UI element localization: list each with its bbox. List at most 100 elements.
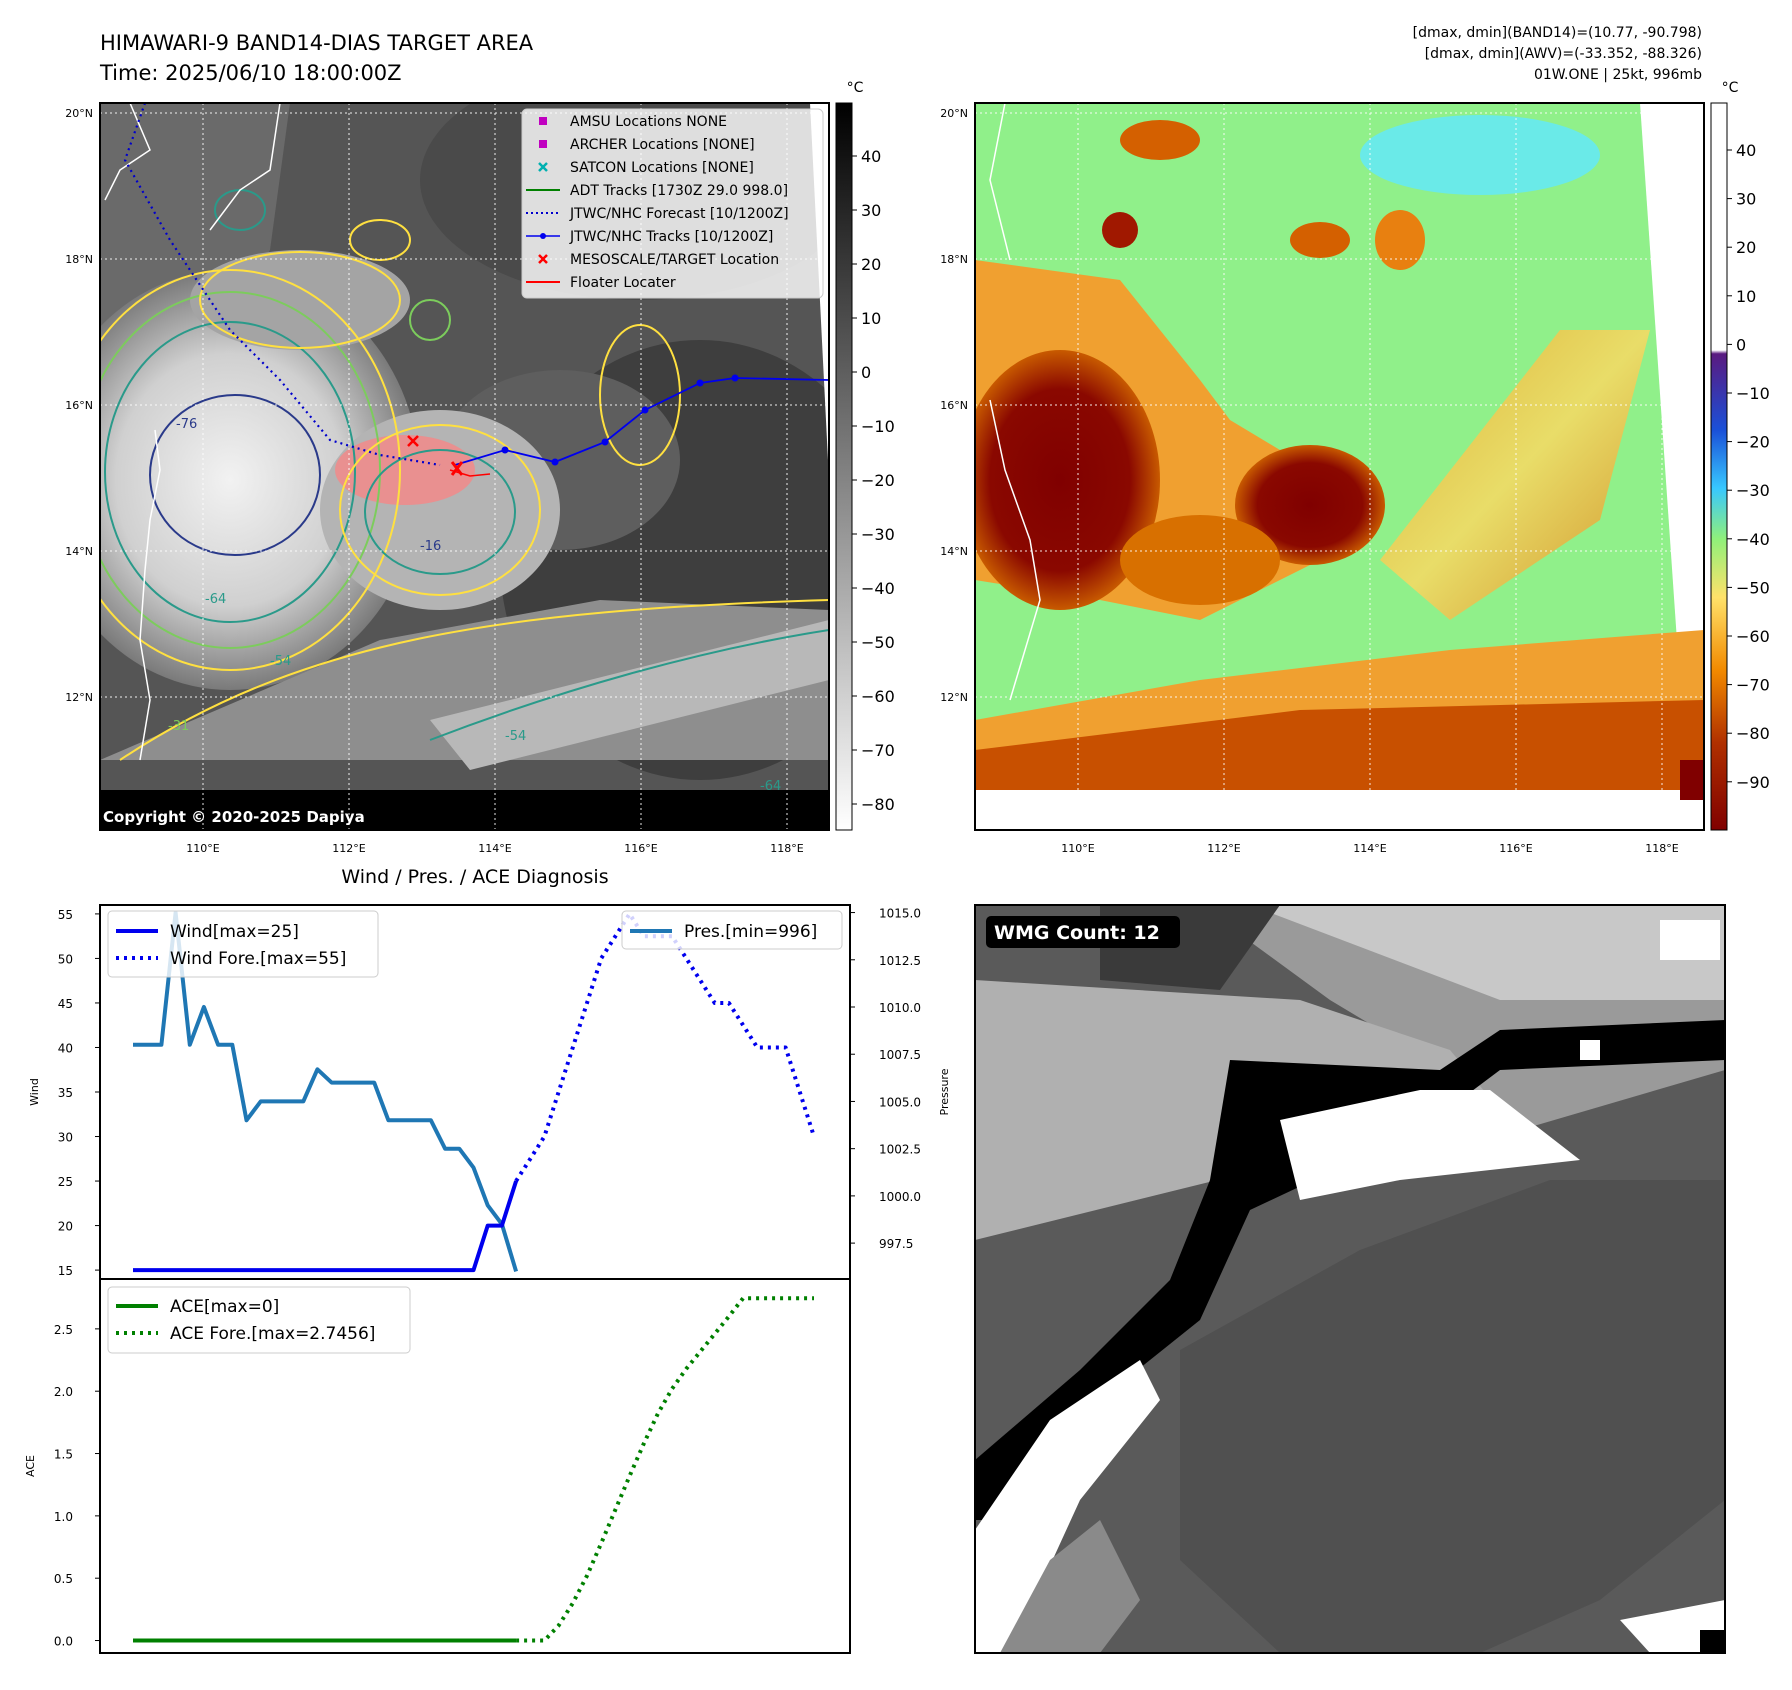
legend-label: AMSU Locations NONE [570,114,727,130]
pressure-axis-tick-label: 1005.0 [879,1095,921,1109]
colorbar-tick-label: 40 [861,147,881,166]
contour-label: -76 [176,417,197,432]
colorbar-tick-label: −30 [861,525,895,544]
lat-label: 16°N [65,399,93,412]
colorbar-tick-label: −40 [1736,530,1770,549]
pressure-axis-tick-label: 1000.0 [879,1190,921,1204]
ir-lat-labels: 20°N 18°N 16°N 14°N 12°N [65,107,93,704]
legend-label-ace-fore: ACE Fore.[max=2.7456] [170,1324,375,1344]
wind-pressure-chart: Wind / Pres. / ACE Diagnosis Wind Pressu… [28,866,951,1280]
lat-label: 18°N [65,253,93,266]
ace-axis-tick-label: 1.0 [54,1510,73,1524]
colorbar-tick-label: −40 [861,579,895,598]
wind-legend: Wind[max=25] Wind Fore.[max=55] [107,910,379,978]
jtwc-track-points [501,374,739,466]
wind-axis-tick-label: 50 [58,952,73,966]
pressure-series-line [133,910,519,1272]
colorbar-tick-label: −80 [1736,724,1770,743]
colorbar-tick-label: 20 [861,255,881,274]
colorbar-tick-label: −50 [1736,578,1770,597]
contour-label: -31 [168,719,189,734]
legend-entry: ARCHER Locations [NONE] [539,137,755,153]
wind-axis-label: Wind [28,1078,41,1106]
legend-label-wind-fore: Wind Fore.[max=55] [170,949,346,969]
ace-axis-tick-label: 0.0 [54,1635,73,1649]
wmg-image [975,905,1725,1653]
legend-entry: SATCON Locations [NONE] [538,160,754,176]
colorbar-tick-label: 10 [1736,287,1756,306]
figure-time: Time: 2025/06/10 18:00:00Z [99,61,402,85]
legend-label-ace: ACE[max=0] [170,1297,279,1317]
pressure-axis-label: Pressure [938,1068,951,1115]
pressure-axis-tick-label: 1007.5 [879,1048,921,1062]
legend-label-pres: Pres.[min=996] [684,922,817,942]
lon-label: 114°E [478,842,511,855]
wind-axis-tick-label: 15 [58,1264,73,1278]
awv-lat-labels: 20°N 18°N 16°N 14°N 12°N [940,107,968,704]
contour-label: -54 [505,729,526,744]
colorbar-tick-label: −20 [861,471,895,490]
wmg-badge [986,916,1180,948]
legend-marker [540,233,546,239]
lon-label: 114°E [1353,842,1386,855]
wind-axis-tick-label: 55 [58,908,73,922]
colorbar-tick-label: −60 [861,687,895,706]
contour-label: -64 [205,592,226,607]
wmg-panel: WMG Count: 12 [974,904,1726,1654]
colorbar-tick-label: 30 [861,201,881,220]
contour-label: -54 [270,654,291,669]
ace-chart: ACE 2.5 2.0 1.5 1.0 0.5 0.0 ACE[max=0] ACE Fo… [24,1278,851,1654]
legend-label: ARCHER Locations [NONE] [570,137,755,153]
pres-legend: Pres.[min=996] [621,910,843,950]
legend-entry: MESOSCALE/TARGET Location [538,252,779,268]
wind-axis-tick-label: 35 [58,1086,73,1100]
pressure-axis-tick-label: 1002.5 [879,1143,921,1157]
contour-label: -16 [420,539,441,554]
ir-legend: AMSU Locations NONE ARCHER Locations [NON… [521,108,824,299]
awv-gridlines [975,103,1704,830]
figure-title: HIMAWARI-9 BAND14-DIAS TARGET AREA [100,31,534,55]
wind-axis-tick-label: 40 [58,1041,73,1055]
info-awv: [dmax, dmin](AWV)=(-33.352, -88.326) [1425,46,1702,62]
lon-label: 110°E [186,842,219,855]
legend-marker [539,117,547,125]
ir-colorbar-unit: °C [847,80,864,96]
colorbar-tick-label: −90 [1736,773,1770,792]
awv-image [975,103,1704,830]
pressure-axis-tick-label: 1012.5 [879,954,921,968]
colorbar-tick-label: −10 [861,417,895,436]
copyright-label: Copyright © 2020-2025 Dapiya [103,808,365,826]
legend-entry: AMSU Locations NONE [539,114,727,130]
legend-marker [539,140,547,148]
contour-label: -64 [760,779,781,794]
colorbar-tick-label: −70 [861,741,895,760]
colorbar-tick-label: −70 [1736,676,1770,695]
legend-label-wind: Wind[max=25] [170,922,299,942]
legend-entry: JTWC/NHC Forecast [10/1200Z] [526,206,789,222]
info-band14: [dmax, dmin](BAND14)=(10.77, -90.798) [1413,25,1702,41]
lat-label: 12°N [940,691,968,704]
colorbar-tick-label: −10 [1736,384,1770,403]
colorbar-tick-label: −80 [861,795,895,814]
ace-axis-tick-label: 2.0 [54,1385,73,1399]
lon-label: 112°E [332,842,365,855]
wmg-badge-label: WMG Count: 12 [994,922,1160,944]
colorbar-tick-label: −60 [1736,627,1770,646]
lat-label: 12°N [65,691,93,704]
ir-lon-labels: 110°E 112°E 114°E 116°E 118°E [186,842,803,855]
colorbar-tick-label: 10 [861,309,881,328]
floater-locater [449,469,491,477]
legend-label: JTWC/NHC Tracks [10/1200Z] [569,229,773,245]
mesoscale-marker [407,435,419,447]
colorbar-tick-label: −20 [1736,433,1770,452]
colorbar-tick-label: −30 [1736,481,1770,500]
ace-axis-tick-label: 0.5 [54,1572,73,1586]
ace-axis-tick-label: 2.5 [54,1323,73,1337]
diagnosis-title: Wind / Pres. / ACE Diagnosis [341,866,608,888]
pressure-axis-tick-label: 997.5 [879,1237,913,1251]
ir-colorbar: °C 40 30 20 10 0 −10 −20 −30 −40 −50 −60 −70 −80 [835,80,895,831]
colorbar-tick-label: 30 [1736,190,1756,209]
ace-axis-label: ACE [24,1455,37,1477]
lat-label: 18°N [940,253,968,266]
colorbar-tick-label: 0 [861,363,871,382]
